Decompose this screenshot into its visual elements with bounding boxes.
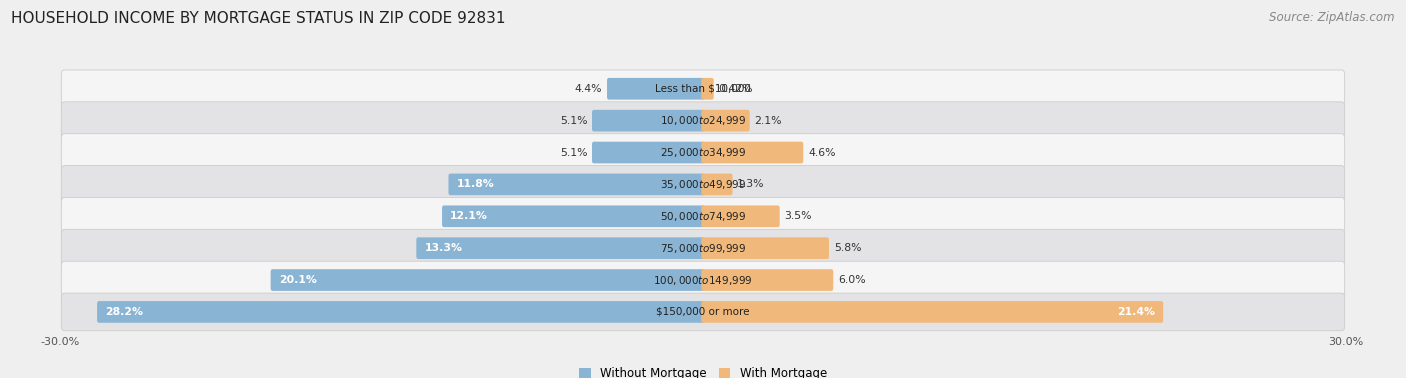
FancyBboxPatch shape [702, 142, 803, 163]
Text: 0.42%: 0.42% [718, 84, 754, 94]
FancyBboxPatch shape [592, 142, 704, 163]
Text: 28.2%: 28.2% [105, 307, 143, 317]
FancyBboxPatch shape [62, 102, 1344, 139]
FancyBboxPatch shape [270, 269, 704, 291]
Text: 13.3%: 13.3% [425, 243, 463, 253]
Text: 4.4%: 4.4% [575, 84, 602, 94]
Text: $35,000 to $49,999: $35,000 to $49,999 [659, 178, 747, 191]
FancyBboxPatch shape [449, 174, 704, 195]
FancyBboxPatch shape [592, 110, 704, 132]
Text: $75,000 to $99,999: $75,000 to $99,999 [659, 242, 747, 255]
Text: 5.1%: 5.1% [560, 147, 588, 158]
Text: HOUSEHOLD INCOME BY MORTGAGE STATUS IN ZIP CODE 92831: HOUSEHOLD INCOME BY MORTGAGE STATUS IN Z… [11, 11, 506, 26]
Text: 2.1%: 2.1% [755, 116, 782, 125]
Text: 5.1%: 5.1% [560, 116, 588, 125]
FancyBboxPatch shape [702, 78, 714, 99]
FancyBboxPatch shape [702, 110, 749, 132]
Text: $100,000 to $149,999: $100,000 to $149,999 [654, 274, 752, 287]
Text: Less than $10,000: Less than $10,000 [655, 84, 751, 94]
FancyBboxPatch shape [62, 261, 1344, 299]
FancyBboxPatch shape [62, 70, 1344, 108]
FancyBboxPatch shape [702, 269, 834, 291]
Text: 3.5%: 3.5% [785, 211, 811, 221]
Text: $50,000 to $74,999: $50,000 to $74,999 [659, 210, 747, 223]
Text: $150,000 or more: $150,000 or more [657, 307, 749, 317]
FancyBboxPatch shape [62, 166, 1344, 203]
Text: 12.1%: 12.1% [450, 211, 488, 221]
FancyBboxPatch shape [62, 134, 1344, 171]
Text: 4.6%: 4.6% [808, 147, 835, 158]
FancyBboxPatch shape [702, 205, 780, 227]
FancyBboxPatch shape [416, 237, 704, 259]
Text: 20.1%: 20.1% [278, 275, 316, 285]
FancyBboxPatch shape [441, 205, 704, 227]
FancyBboxPatch shape [702, 174, 733, 195]
Text: 5.8%: 5.8% [834, 243, 862, 253]
FancyBboxPatch shape [62, 197, 1344, 235]
Text: 1.3%: 1.3% [737, 180, 765, 189]
FancyBboxPatch shape [62, 229, 1344, 267]
Text: 11.8%: 11.8% [457, 180, 495, 189]
Text: 6.0%: 6.0% [838, 275, 866, 285]
FancyBboxPatch shape [702, 301, 1163, 323]
FancyBboxPatch shape [702, 237, 830, 259]
FancyBboxPatch shape [62, 293, 1344, 331]
Text: $10,000 to $24,999: $10,000 to $24,999 [659, 114, 747, 127]
Text: $25,000 to $34,999: $25,000 to $34,999 [659, 146, 747, 159]
Legend: Without Mortgage, With Mortgage: Without Mortgage, With Mortgage [574, 363, 832, 378]
Text: Source: ZipAtlas.com: Source: ZipAtlas.com [1270, 11, 1395, 24]
FancyBboxPatch shape [607, 78, 704, 99]
FancyBboxPatch shape [97, 301, 704, 323]
Text: 21.4%: 21.4% [1116, 307, 1156, 317]
